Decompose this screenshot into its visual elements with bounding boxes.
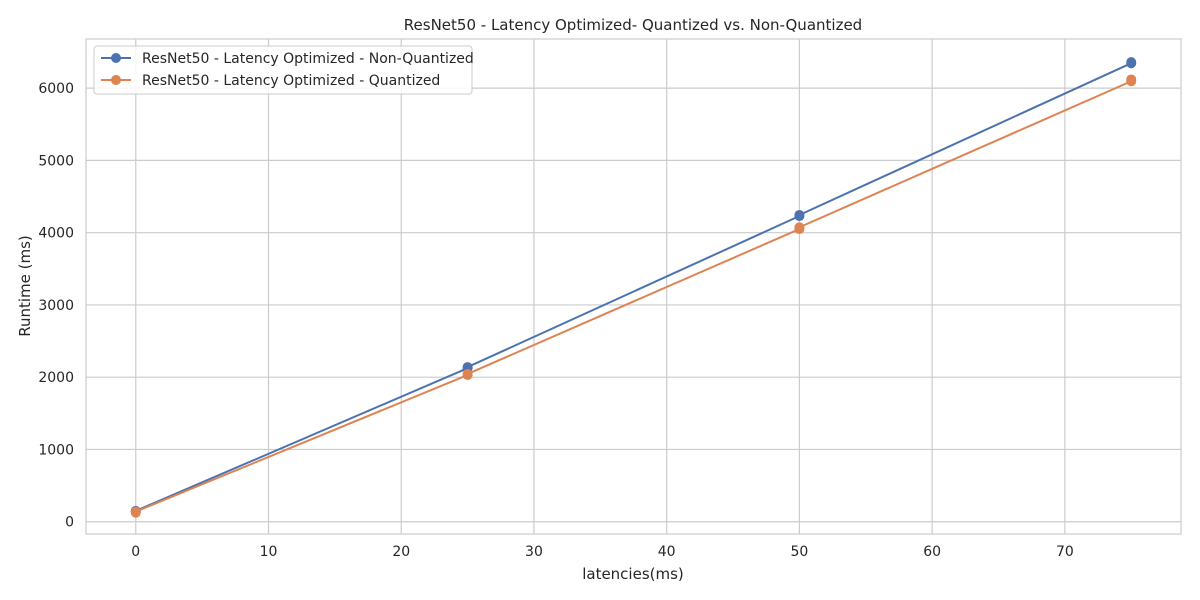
y-tick-label: 6000 bbox=[38, 81, 74, 97]
legend-label: ResNet50 - Latency Optimized - Non-Quant… bbox=[142, 51, 474, 67]
legend-marker bbox=[111, 75, 121, 85]
legend: ResNet50 - Latency Optimized - Non-Quant… bbox=[93, 45, 474, 95]
legend-marker bbox=[111, 53, 121, 63]
y-tick-label: 3000 bbox=[38, 298, 74, 314]
chart-title: ResNet50 - Latency Optimized- Quantized … bbox=[404, 16, 862, 34]
y-axis-ticks: 0 1000 2000 3000 4000 5000 6000 bbox=[38, 81, 74, 531]
y-tick-label: 0 bbox=[65, 515, 74, 531]
x-tick-label: 40 bbox=[658, 544, 676, 560]
series-layer bbox=[130, 57, 1137, 518]
y-tick-label: 2000 bbox=[38, 370, 74, 386]
x-tick-label: 20 bbox=[392, 544, 410, 560]
data-point bbox=[1126, 74, 1137, 85]
legend-label: ResNet50 - Latency Optimized - Quantized bbox=[142, 73, 440, 89]
y-tick-label: 5000 bbox=[38, 153, 74, 169]
data-point bbox=[462, 362, 473, 373]
x-tick-label: 70 bbox=[1056, 544, 1074, 560]
x-tick-label: 50 bbox=[790, 544, 808, 560]
grid-lines bbox=[86, 39, 1181, 534]
data-point bbox=[462, 368, 473, 379]
y-tick-label: 1000 bbox=[38, 442, 74, 458]
series-line bbox=[134, 62, 1133, 512]
series-line bbox=[134, 79, 1133, 513]
x-tick-label: 10 bbox=[260, 544, 278, 560]
x-axis-label: latencies(ms) bbox=[582, 565, 684, 583]
y-axis-label: Runtime (ms) bbox=[16, 235, 34, 337]
data-point bbox=[1126, 57, 1137, 68]
legend-box bbox=[93, 45, 473, 95]
x-axis-ticks: 0 10 20 30 40 50 60 70 bbox=[131, 544, 1073, 560]
data-point bbox=[130, 506, 141, 517]
plot-frame bbox=[85, 38, 1182, 535]
x-tick-label: 30 bbox=[525, 544, 543, 560]
data-point bbox=[794, 222, 805, 233]
x-tick-label: 0 bbox=[131, 544, 140, 560]
data-point bbox=[794, 209, 805, 220]
x-tick-label: 60 bbox=[923, 544, 941, 560]
y-tick-label: 4000 bbox=[38, 226, 74, 242]
